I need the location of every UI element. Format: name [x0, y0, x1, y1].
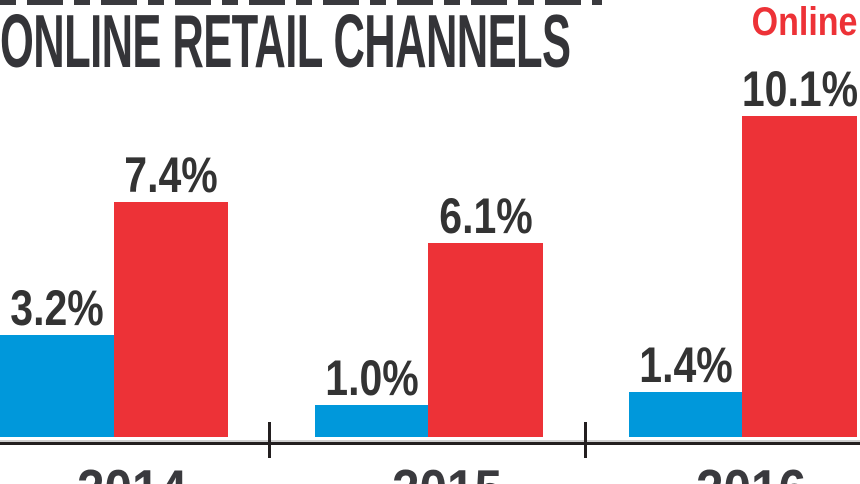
- x-axis-tick-1: [268, 422, 271, 458]
- x-axis-line: [0, 442, 860, 445]
- value-label-online-2014: 7.4%: [124, 147, 218, 203]
- x-axis-label-2015: 2015: [392, 462, 502, 484]
- blue-series-bar-2016: [629, 392, 742, 437]
- x-axis-tick-2: [584, 422, 587, 458]
- blue-series-bar-2015: [315, 405, 428, 437]
- value-label-blue-2014: 3.2%: [10, 280, 104, 336]
- online-bar-2016: [742, 116, 857, 437]
- online-bar-2014: [114, 202, 228, 437]
- cropped-text-fragments: [0, 0, 602, 5]
- value-label-online-2016: 10.1%: [741, 61, 858, 117]
- x-axis-label-2014: 2014: [77, 462, 187, 484]
- chart-title: ONLINE RETAIL CHANNELS: [0, 0, 571, 83]
- value-label-blue-2015: 1.0%: [324, 350, 419, 406]
- x-axis-label-2016: 2016: [696, 462, 806, 484]
- blue-series-bar-2014: [0, 335, 114, 437]
- value-label-online-2015: 6.1%: [438, 188, 533, 244]
- value-label-blue-2016: 1.4%: [638, 337, 733, 393]
- legend-label-online: Online: [751, 0, 857, 44]
- online-bar-2015: [428, 243, 543, 437]
